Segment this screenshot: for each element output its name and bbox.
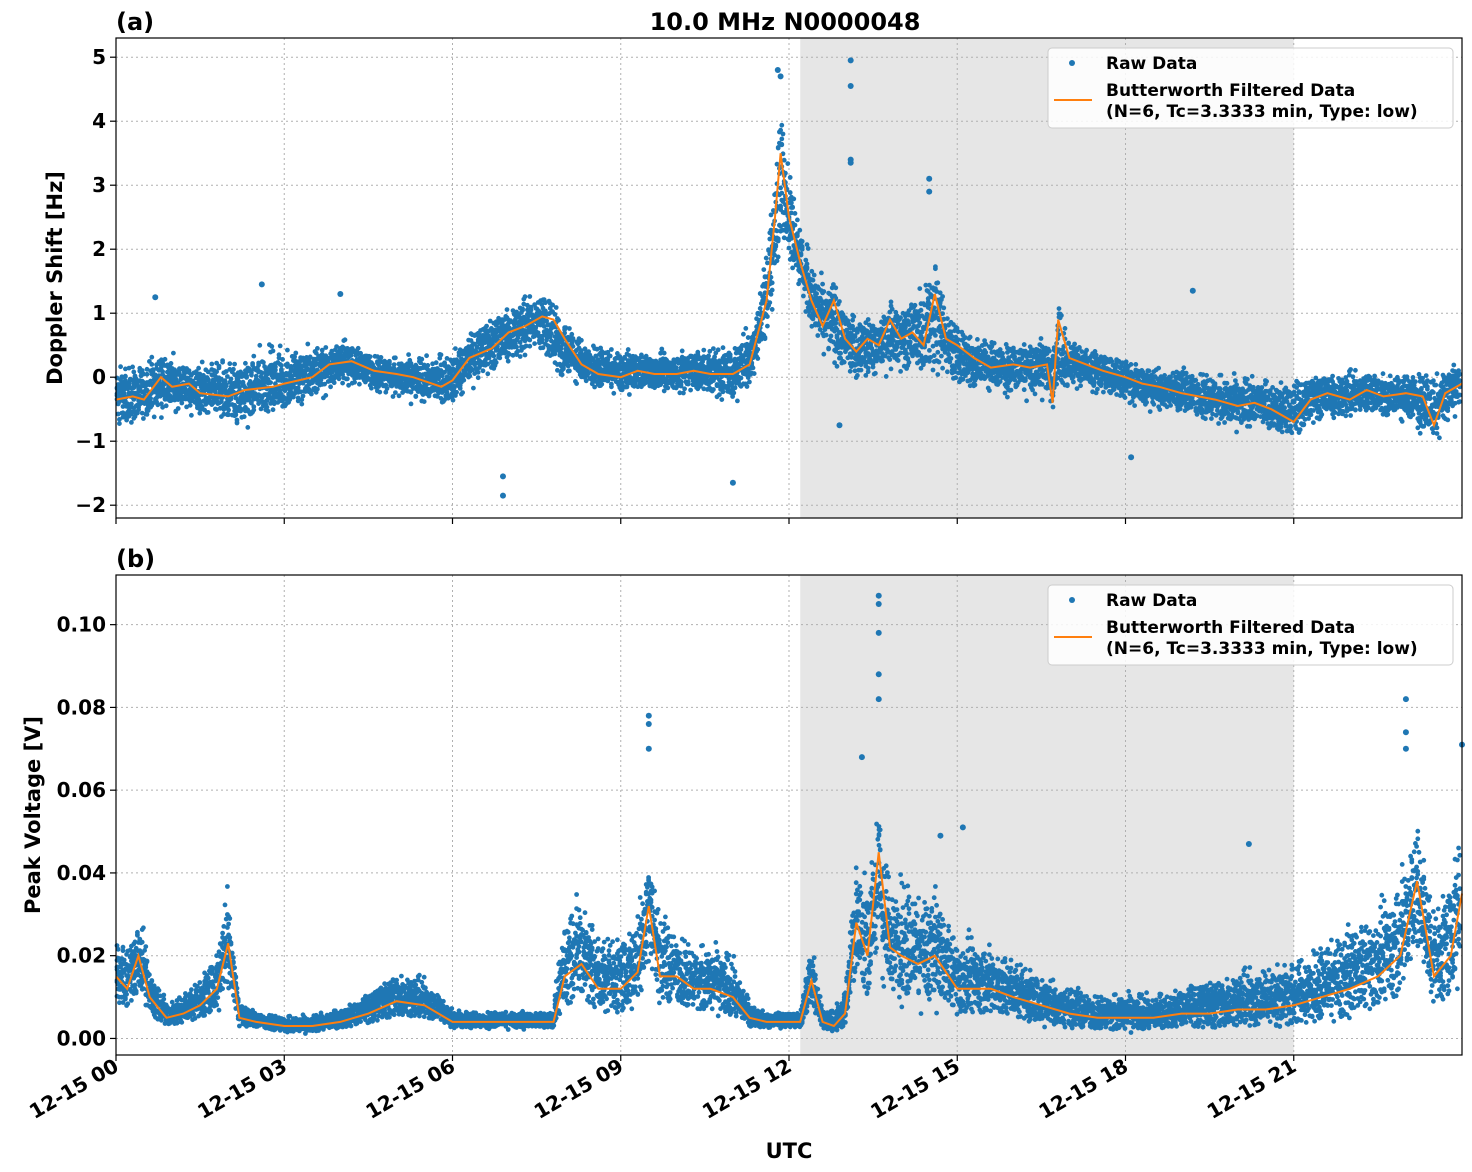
panel-b-filtered-line: [115, 852, 1463, 1028]
panel-a-y-axis-label: Doppler Shift [Hz]: [43, 171, 67, 385]
panel-a-label: (a): [116, 8, 154, 36]
pb-raw-outlier-1: [645, 720, 652, 727]
pa-raw-outlier-11: [926, 188, 933, 195]
panel-a-x-ticks: [115, 518, 1295, 524]
x-tick-labels: 12-15 00 12-15 03 12-15 06 12-15 09 12-15 12…: [25, 1054, 1300, 1124]
pa-ytick-label-6: 4: [92, 109, 106, 133]
pa-legend-box: [1047, 47, 1454, 129]
pa-raw-outlier-7: [847, 83, 854, 89]
panel-b-legend: Raw Data Butterworth Filtered Data(N=6, T…: [1047, 584, 1454, 666]
pa-legend-raw-marker: [1069, 60, 1075, 66]
pa-raw-outlier-0: [152, 294, 159, 301]
pa-raw-outlier-2: [499, 473, 506, 480]
pa-ytick-label-5: 3: [92, 173, 106, 197]
pb-raw-outlier-0: [645, 712, 652, 719]
pb-ytick-label-0: 0.00: [57, 1026, 106, 1050]
pa-raw-outlier-1: [258, 281, 265, 288]
pa-ytick-label-2: 0: [92, 365, 106, 389]
panel-b-peak-voltage: 0.00 0.02 0.04 0.06 0.08 0.10 (b) Peak Voltag…: [21, 545, 1465, 1061]
pa-raw-outlier-15: [729, 479, 736, 486]
panel-b-label: (b): [116, 545, 155, 573]
pa-ytick-label-7: 5: [92, 45, 106, 69]
panel-b-x-ticks: [115, 1055, 1295, 1061]
panel-a-y-ticks: −2 −1 0 1 2 3 4 5: [75, 45, 116, 517]
panel-a-doppler-shift: −2 −1 0 1 2 3 4 5 (a) 10.0 MHz N0000048 Doppler…: [43, 8, 1463, 524]
pb-raw-outlier-10: [1402, 729, 1409, 736]
pa-raw-outlier-6: [847, 57, 854, 64]
pa-ytick-label-3: 1: [92, 301, 106, 325]
x-axis-label: UTC: [766, 1139, 813, 1163]
pa-raw-outlier-3: [499, 492, 506, 499]
x-tick-label-1: 12-15 03: [193, 1054, 291, 1124]
pb-ytick-label-1: 0.02: [57, 944, 106, 968]
pb-raw-outlier-5: [875, 629, 882, 636]
figure-title: 10.0 MHz N0000048: [650, 8, 921, 36]
pb-legend-filtered-label-2: (N=6, Tc=3.3333 min, Type: low): [1106, 639, 1418, 659]
x-tick-label-3: 12-15 09: [530, 1054, 628, 1124]
pb-raw-outlier-6: [875, 671, 882, 678]
pb-raw-cloud: [114, 821, 1463, 1036]
pb-legend-box: [1047, 584, 1454, 666]
pa-raw-outlier-9: [847, 159, 854, 166]
pa-ytick-label-1: −1: [75, 429, 106, 453]
pb-ytick-label-2: 0.04: [57, 861, 106, 885]
panel-b-y-axis-label: Peak Voltage [V]: [21, 716, 45, 914]
pb-raw-outlier-8: [858, 754, 865, 761]
pb-raw-outlier-11: [1402, 745, 1409, 752]
panel-a-legend: Raw Data Butterworth Filtered Data(N=6, T…: [1047, 47, 1454, 129]
pa-raw-outlier-10: [926, 175, 933, 182]
pb-raw-outlier-4: [875, 600, 882, 607]
pa-legend-filtered-label-1: Butterworth Filtered Data: [1106, 81, 1355, 101]
pa-raw-outlier-16: [337, 291, 344, 297]
x-tick-label-0: 12-15 00: [25, 1054, 123, 1124]
pb-legend-raw-marker: [1069, 597, 1075, 603]
pb-raw-outlier-9: [1402, 696, 1409, 703]
panel-a-raw-data-points: [114, 57, 1463, 499]
pb-ytick-label-5: 0.10: [57, 613, 106, 637]
pb-ytick-label-3: 0.06: [57, 778, 106, 802]
pa-raw-cloud: [114, 122, 1463, 441]
pa-raw-outlier-4: [774, 67, 781, 73]
pa-legend-filtered-label-2: (N=6, Tc=3.3333 min, Type: low): [1106, 102, 1418, 122]
x-tick-label-4: 12-15 12: [698, 1054, 796, 1124]
pb-raw-outlier-15: [937, 832, 944, 839]
pa-raw-outlier-12: [1189, 287, 1196, 294]
pb-raw-outlier-14: [959, 824, 966, 831]
pb-raw-outlier-7: [875, 696, 882, 703]
pb-ytick-label-4: 0.08: [57, 695, 106, 719]
x-tick-label-6: 12-15 18: [1034, 1054, 1132, 1124]
pb-raw-outlier-3: [875, 592, 882, 599]
panel-a-filtered-line: [115, 153, 1463, 429]
pa-legend-raw-label: Raw Data: [1106, 54, 1197, 74]
x-tick-label-2: 12-15 06: [361, 1054, 459, 1124]
pb-raw-outlier-2: [645, 745, 652, 752]
pb-legend-filtered-label-1: Butterworth Filtered Data: [1106, 618, 1355, 638]
x-tick-label-7: 12-15 21: [1203, 1054, 1301, 1124]
pa-raw-outlier-13: [1128, 454, 1135, 461]
pa-raw-outlier-5: [777, 73, 784, 80]
x-tick-label-5: 12-15 15: [866, 1054, 964, 1124]
pa-raw-outlier-14: [836, 422, 843, 429]
pa-ytick-label-4: 2: [92, 237, 106, 261]
pb-raw-outlier-13: [1245, 840, 1252, 847]
pb-legend-raw-label: Raw Data: [1106, 591, 1197, 611]
pa-ytick-label-0: −2: [75, 493, 106, 517]
panel-b-y-ticks: 0.00 0.02 0.04 0.06 0.08 0.10: [57, 613, 116, 1050]
panel-b-raw-data-points: [114, 592, 1465, 1036]
